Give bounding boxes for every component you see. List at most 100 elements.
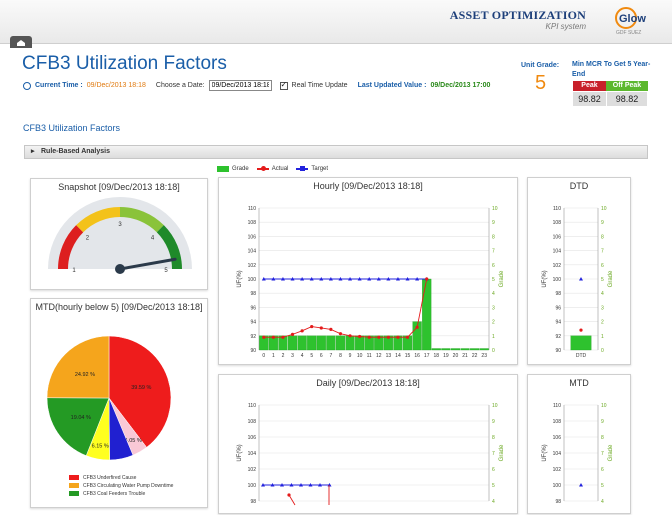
y2-tick-label: 1 (601, 334, 604, 340)
y-tick-label: 102 (553, 467, 562, 473)
y-tick-label: 94 (250, 320, 256, 326)
grade-bar (441, 348, 451, 351)
top-header: ASSET OPTIMIZATION KPI system Glow GDF S… (0, 0, 672, 48)
gauge-tick-label: 1 (72, 268, 76, 274)
x-tick-label: 0 (262, 353, 265, 359)
actual-point (348, 334, 352, 338)
actual-point (579, 328, 583, 332)
brand-subtitle: KPI system (545, 22, 586, 31)
y-tick-label: 96 (555, 305, 561, 311)
y2-axis-label: Grade (499, 270, 505, 287)
mcr-label: Min MCR To Get 5 Year-End (572, 61, 651, 78)
gauge-tick-label: 2 (86, 235, 90, 241)
y-tick-label: 104 (248, 249, 257, 255)
y2-tick-label: 7 (492, 451, 495, 457)
actual-point (358, 334, 362, 339)
peak-table: Peak Off Peak 98.82 98.82 (572, 81, 649, 107)
x-tick-label: 8 (339, 353, 342, 359)
dtd-chart: 1101081061041021009896949290109876543210… (542, 206, 614, 359)
y2-tick-label: 4 (601, 499, 604, 505)
x-tick-label: 13 (386, 353, 392, 359)
x-tick-label: 3 (291, 353, 294, 359)
rule-based-analysis-toggle[interactable]: Rule-Based Analysis (24, 145, 648, 159)
grade-gauge: 1 2 3 4 5 (48, 197, 192, 274)
grade-bar (431, 348, 441, 351)
y2-tick-label: 9 (601, 419, 604, 425)
y2-tick-label: 10 (601, 206, 607, 212)
y2-tick-label: 9 (492, 220, 495, 226)
pie-legend-swatch (69, 475, 79, 480)
page-title: CFB3 Utilization Factors (22, 53, 227, 74)
y2-tick-label: 8 (492, 234, 495, 240)
daily-target-point (327, 483, 332, 487)
x-tick-label: 18 (434, 353, 440, 359)
y2-tick-label: 9 (601, 220, 604, 226)
grade-bar (412, 321, 422, 351)
target-point (415, 277, 420, 281)
pie-legend-swatch (69, 491, 79, 496)
y-tick-label: 92 (555, 334, 561, 340)
y2-tick-label: 7 (492, 249, 495, 255)
y2-tick-label: 10 (601, 403, 607, 409)
y2-tick-label: 10 (492, 206, 498, 212)
brand-title: ASSET OPTIMIZATION (449, 8, 586, 22)
mtd-panel: MTD 110 108 106 104 102 100 98 10 9 8 7 6 5 4 UF(%) Gra… (527, 374, 631, 514)
y-tick-label: 106 (553, 435, 562, 441)
grade-bar (345, 335, 355, 351)
y-tick-label: 102 (248, 263, 257, 269)
pie-slice-5 (46, 397, 110, 456)
y-tick-label: 108 (248, 220, 257, 226)
grade-bar (335, 335, 346, 351)
pie-legend-label: CFB3 Coal Feeders Trouble (83, 491, 145, 497)
pie-slice-1 (108, 335, 172, 448)
home-icon (17, 40, 25, 46)
y-tick-label: 106 (248, 435, 257, 441)
x-tick-label: 17 (424, 353, 430, 359)
y2-tick-label: 2 (492, 320, 495, 326)
actual-point (319, 326, 323, 330)
peak-header: Peak (572, 81, 607, 91)
y-tick-label: 110 (553, 403, 561, 409)
daily-title: Daily [09/Dec/2013 18:18] (316, 378, 420, 388)
x-tick-label: 9 (349, 353, 352, 359)
y-tick-label: 94 (555, 320, 561, 326)
choose-date-label: Choose a Date: (155, 82, 205, 89)
offpeak-value: 98.82 (605, 90, 649, 107)
glow-logo: Glow GDF SUEZ (615, 7, 646, 36)
target-point (309, 277, 314, 281)
snapshot-title: Snapshot [09/Dec/2013 18:18] (58, 182, 180, 192)
y-tick-label: 104 (248, 451, 257, 457)
target-point (405, 277, 410, 281)
offpeak-header: Off Peak (606, 81, 648, 91)
x-tick-label: 10 (357, 353, 363, 359)
gauge-band-1 (58, 225, 84, 269)
y-tick-label: 110 (248, 206, 256, 212)
y-axis-label: UF(%) (237, 270, 243, 287)
last-updated-label: Last Updated Value : (357, 82, 427, 89)
target-point (357, 277, 362, 281)
daily-target-point (299, 483, 303, 487)
dtd-panel: DTD 110 108 106 104 102 100 98 96 94 92 90 10 9 8 7 6 5 4… (527, 177, 631, 365)
daily-target-point (318, 483, 322, 487)
target-point (328, 277, 333, 281)
legend-actual-label: Actual (271, 166, 289, 172)
pie-legend-label: CFB3 Circulating Water Pump Downtime (83, 483, 174, 489)
y-tick-label: 98 (555, 499, 561, 505)
y-tick-label: 90 (555, 348, 561, 354)
x-tick-label: 15 (405, 353, 411, 359)
y2-tick-label: 9 (492, 419, 495, 425)
legend-target-label: Target (311, 166, 329, 172)
section-title: CFB3 Utilization Factors (23, 123, 121, 133)
hourly-title: Hourly [09/Dec/2013 18:18] (313, 181, 423, 191)
date-input[interactable] (208, 80, 272, 91)
hourly-panel: Hourly [09/Dec/2013 18:18] 110 108 106 104 1… (218, 177, 518, 365)
unit-grade-value: 5 (535, 72, 547, 94)
home-tab[interactable] (10, 36, 32, 48)
daily-target-point (270, 483, 275, 487)
actual-point (271, 335, 275, 339)
real-time-checkbox[interactable] (279, 80, 288, 90)
legend-actual: Actual (256, 166, 289, 172)
target-point (348, 277, 353, 281)
y-tick-label: 96 (250, 305, 256, 311)
target-point (367, 277, 372, 281)
